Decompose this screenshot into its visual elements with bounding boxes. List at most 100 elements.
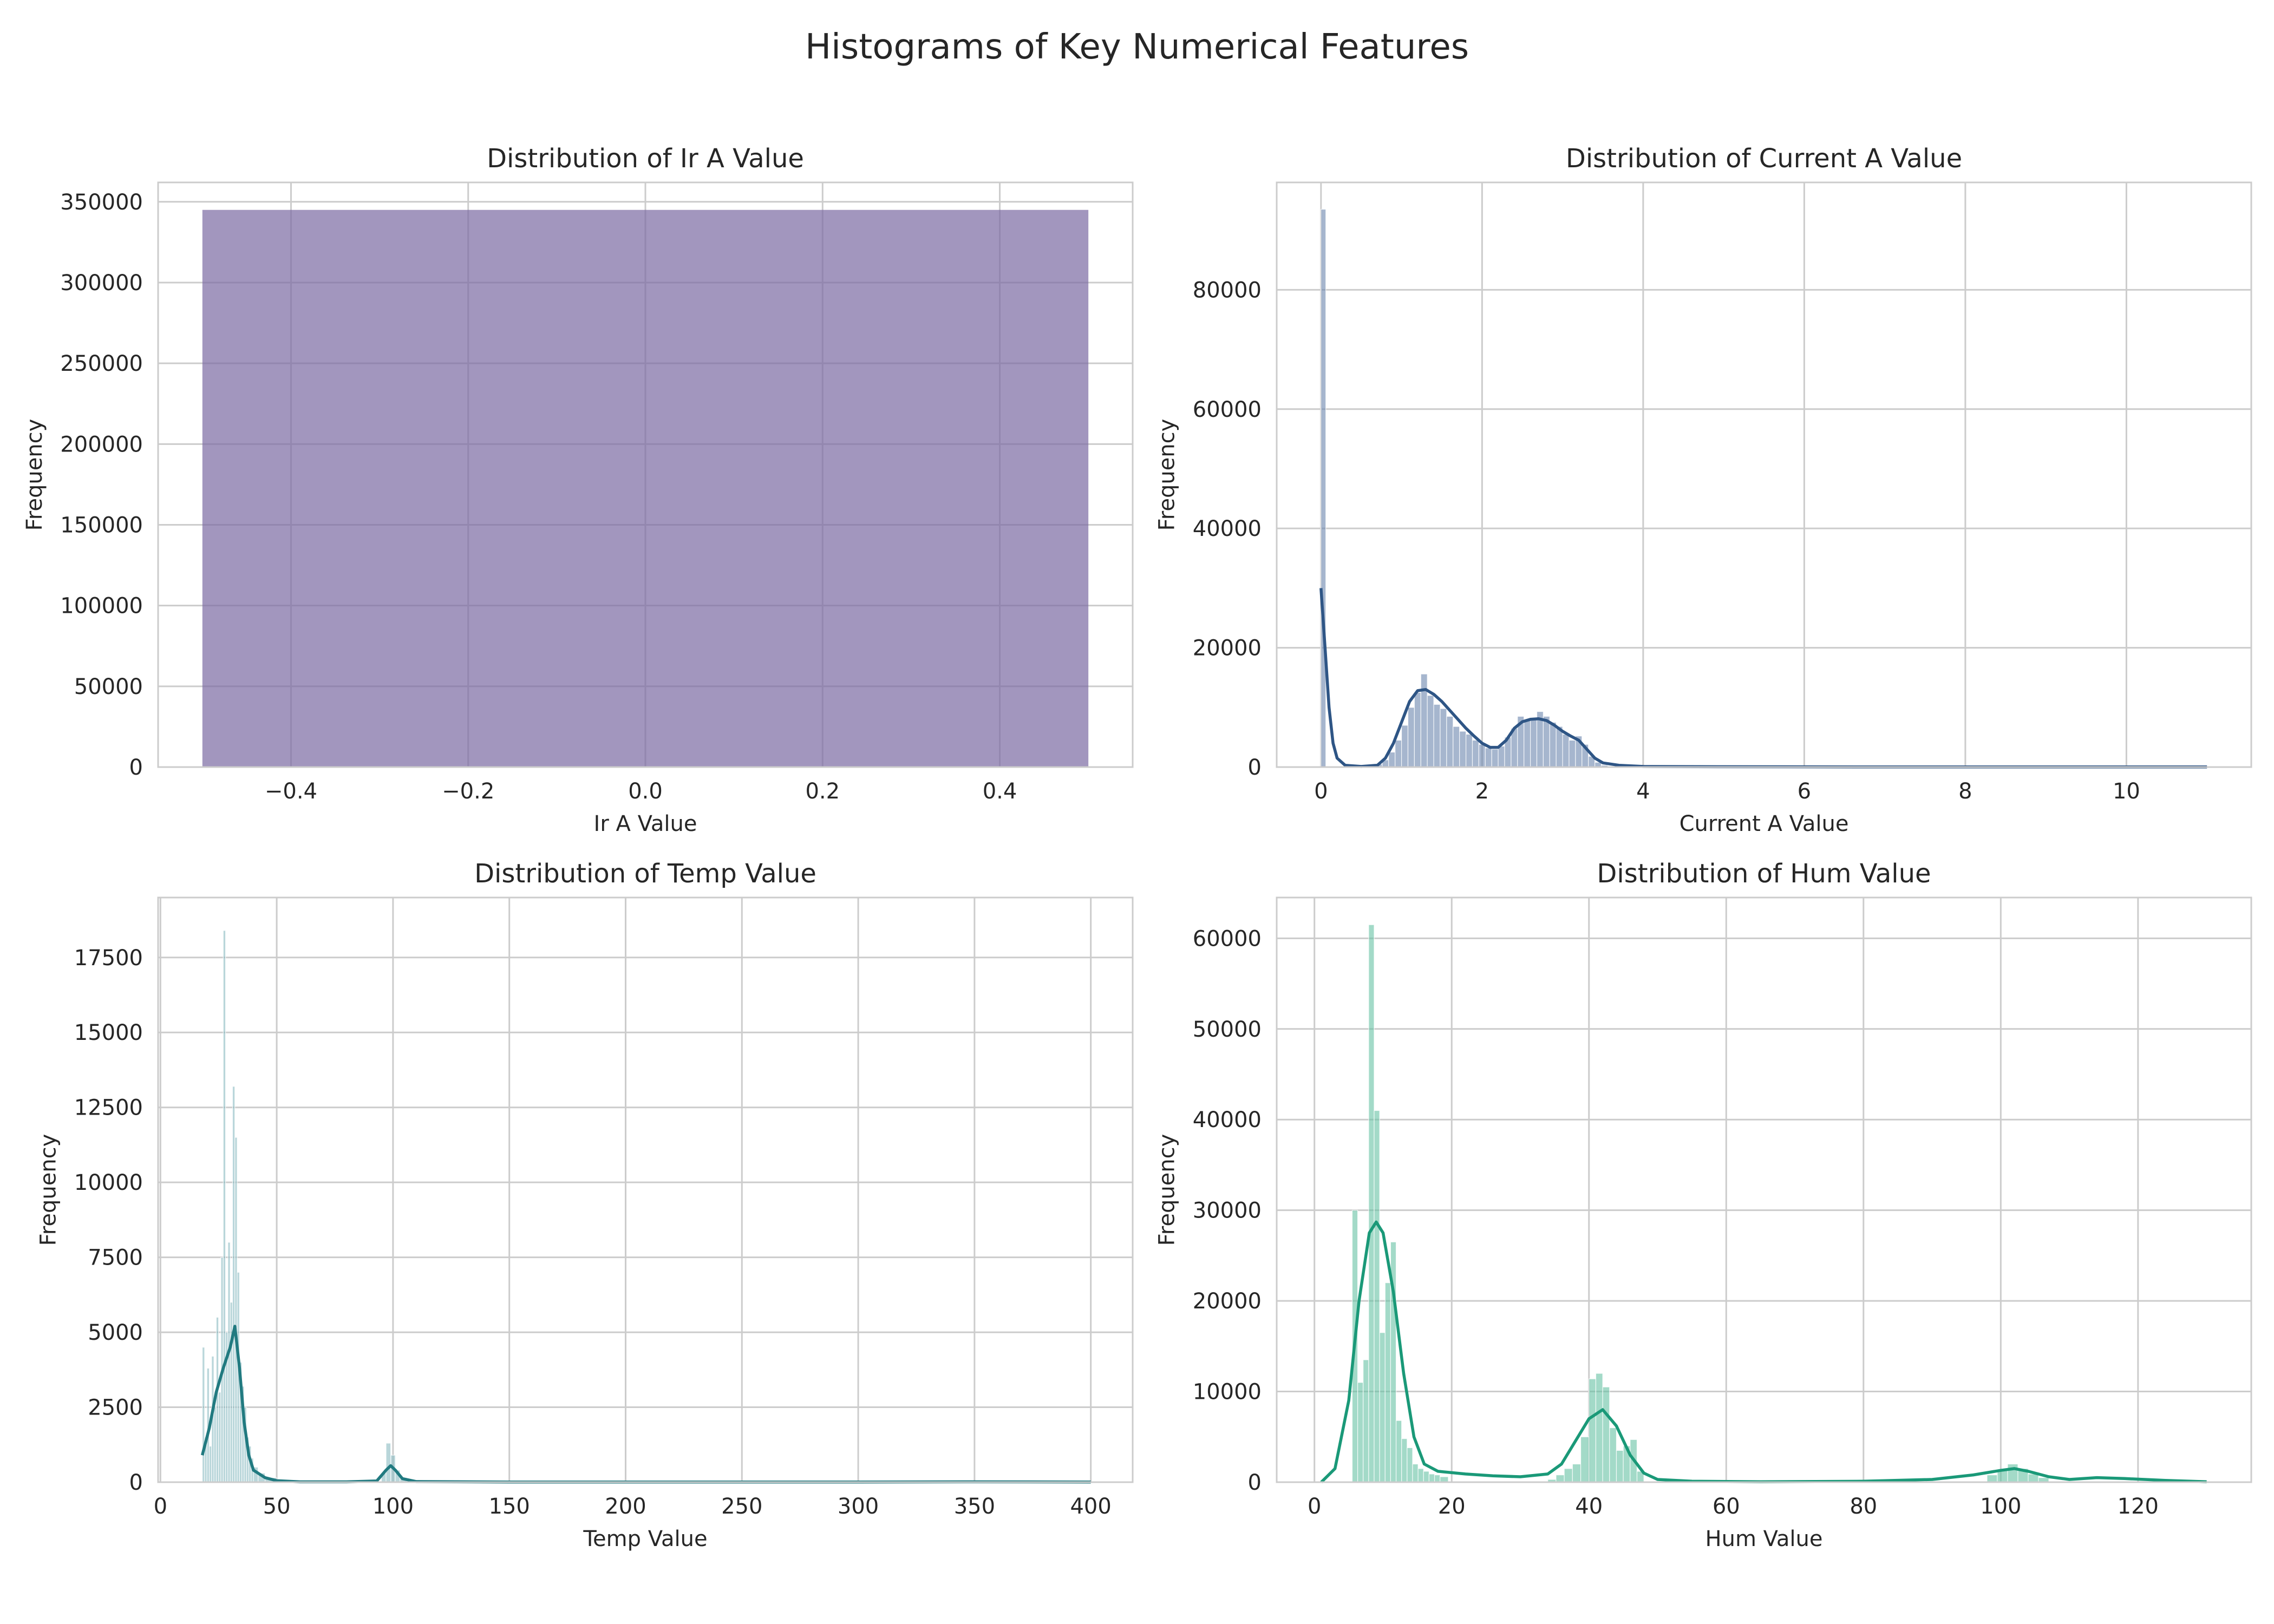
histogram-bar — [208, 1445, 212, 1483]
histogram-bar — [1453, 726, 1460, 768]
histogram-bar — [202, 209, 1089, 767]
y-tick-label: 300000 — [60, 271, 143, 296]
histogram-bar — [202, 1347, 205, 1483]
histogram-bar — [1428, 1474, 1435, 1483]
histogram-bar — [1562, 734, 1570, 768]
panel-title: Distribution of Temp Value — [474, 859, 816, 889]
histogram-bar — [1427, 695, 1434, 768]
histogram-bar — [1589, 1378, 1597, 1483]
y-tick-label: 100000 — [60, 594, 143, 619]
y-tick-label: 0 — [129, 755, 143, 780]
y-tick-label: 20000 — [1193, 1289, 1262, 1314]
y-tick-label: 0 — [1248, 755, 1262, 780]
axes-frame — [157, 896, 1134, 1483]
y-tick-label: 40000 — [1193, 516, 1262, 541]
kde-line — [1319, 588, 2207, 769]
kde-line — [1320, 1220, 2207, 1483]
y-tick-label: 50000 — [1193, 1017, 1262, 1042]
histogram-bar — [1524, 719, 1531, 768]
histogram-bar — [1363, 1359, 1369, 1483]
histogram-bar — [1595, 1373, 1603, 1483]
y-tick-label: 60000 — [1193, 926, 1262, 951]
y-tick-label: 2500 — [88, 1396, 143, 1420]
histogram-bar — [2007, 1463, 2018, 1483]
histogram-bar — [1616, 1450, 1624, 1483]
x-tick-label: −0.4 — [265, 779, 317, 804]
histogram-bar — [1459, 731, 1467, 768]
histogram-bar — [1414, 692, 1421, 768]
histogram-bar — [234, 1137, 238, 1483]
axes-frame — [1276, 181, 2252, 768]
histogram-bar — [1609, 1427, 1617, 1483]
histogram-bar — [1491, 749, 1499, 768]
y-tick-label: 60000 — [1193, 397, 1262, 422]
y-axis-label: Frequency — [36, 1134, 61, 1246]
y-tick-label: 30000 — [1193, 1199, 1262, 1223]
x-tick-label: −0.2 — [442, 779, 494, 804]
y-tick-label: 5000 — [88, 1320, 143, 1345]
x-tick-label: 250 — [721, 1494, 762, 1519]
y-tick-label: 40000 — [1193, 1108, 1262, 1132]
y-tick-label: 80000 — [1193, 278, 1262, 303]
histogram-bar — [1368, 924, 1375, 1483]
histogram-bar — [1556, 1475, 1565, 1483]
histogram-bar — [1395, 739, 1402, 768]
histogram-bar — [1465, 734, 1473, 768]
chart-panels: −0.4 −0.2 0.0 0.2 0.405000010000015000020000… — [22, 143, 2252, 1551]
x-tick-label: 80 — [1850, 1494, 1877, 1519]
x-tick-label: 120 — [2118, 1494, 2159, 1519]
histogram-bar — [1440, 708, 1447, 768]
x-axis-label: Current A Value — [1680, 811, 1849, 836]
x-tick-label: 150 — [489, 1494, 530, 1519]
figure-title: Histograms of Key Numerical Features — [805, 27, 1469, 67]
histogram-bar — [227, 1242, 231, 1483]
histogram-bar — [1407, 707, 1415, 768]
histogram-bar — [1602, 1386, 1610, 1483]
x-tick-label: 0.2 — [805, 779, 840, 804]
histogram-bar — [1412, 1463, 1419, 1483]
histogram-bar — [1434, 1475, 1441, 1483]
histogram-bar — [1357, 1382, 1364, 1483]
histogram-bar — [1485, 748, 1492, 768]
histogram-bar — [1446, 716, 1454, 768]
histogram-bar — [1472, 739, 1479, 768]
x-tick-label: 100 — [373, 1494, 414, 1519]
y-axis-label: Frequency — [1155, 1134, 1180, 1246]
y-tick-label: 15000 — [74, 1020, 143, 1045]
histogram-bar — [1433, 704, 1441, 768]
y-tick-label: 250000 — [60, 351, 143, 376]
histogram-bar — [232, 1086, 236, 1483]
x-axis-label: Hum Value — [1706, 1527, 1823, 1551]
x-tick-label: 2 — [1475, 779, 1489, 804]
x-tick-label: 0.0 — [628, 779, 663, 804]
histogram-bar — [1420, 673, 1428, 768]
y-tick-label: 200000 — [60, 432, 143, 457]
histogram-bar — [1374, 1110, 1380, 1483]
histogram-bar — [1543, 716, 1550, 768]
x-tick-label: 0 — [1308, 1494, 1321, 1519]
y-tick-label: 150000 — [60, 513, 143, 538]
histogram-bar — [1401, 1438, 1408, 1483]
x-tick-label: 100 — [1980, 1494, 2021, 1519]
histogram-bar — [1580, 1436, 1590, 1483]
histogram-bar — [215, 1317, 219, 1483]
histogram-bar — [1530, 718, 1538, 768]
histogram-bar — [1321, 208, 1327, 768]
chart-panel-4: 0 20 40 60 80 100 120 0 10000 20000 30000 40000 5000… — [1155, 859, 2252, 1551]
y-tick-label: 17500 — [74, 946, 143, 971]
x-tick-label: 0 — [154, 1494, 167, 1519]
x-tick-label: 10 — [2113, 779, 2140, 804]
histogram-bar — [1401, 725, 1409, 768]
y-axis-label: Frequency — [22, 419, 47, 531]
x-tick-label: 0 — [1314, 779, 1328, 804]
kde-line — [200, 1325, 1091, 1484]
panel-title: Distribution of Hum Value — [1597, 859, 1931, 889]
histogram-bar — [1498, 745, 1505, 768]
x-tick-label: 6 — [1798, 779, 1811, 804]
axes-frame — [1276, 896, 2252, 1483]
histogram-bar — [1407, 1447, 1413, 1483]
axes-frame — [157, 181, 1134, 768]
x-tick-label: 0.4 — [983, 779, 1017, 804]
y-axis-label: Frequency — [1155, 419, 1180, 531]
y-tick-label: 0 — [1248, 1470, 1262, 1495]
